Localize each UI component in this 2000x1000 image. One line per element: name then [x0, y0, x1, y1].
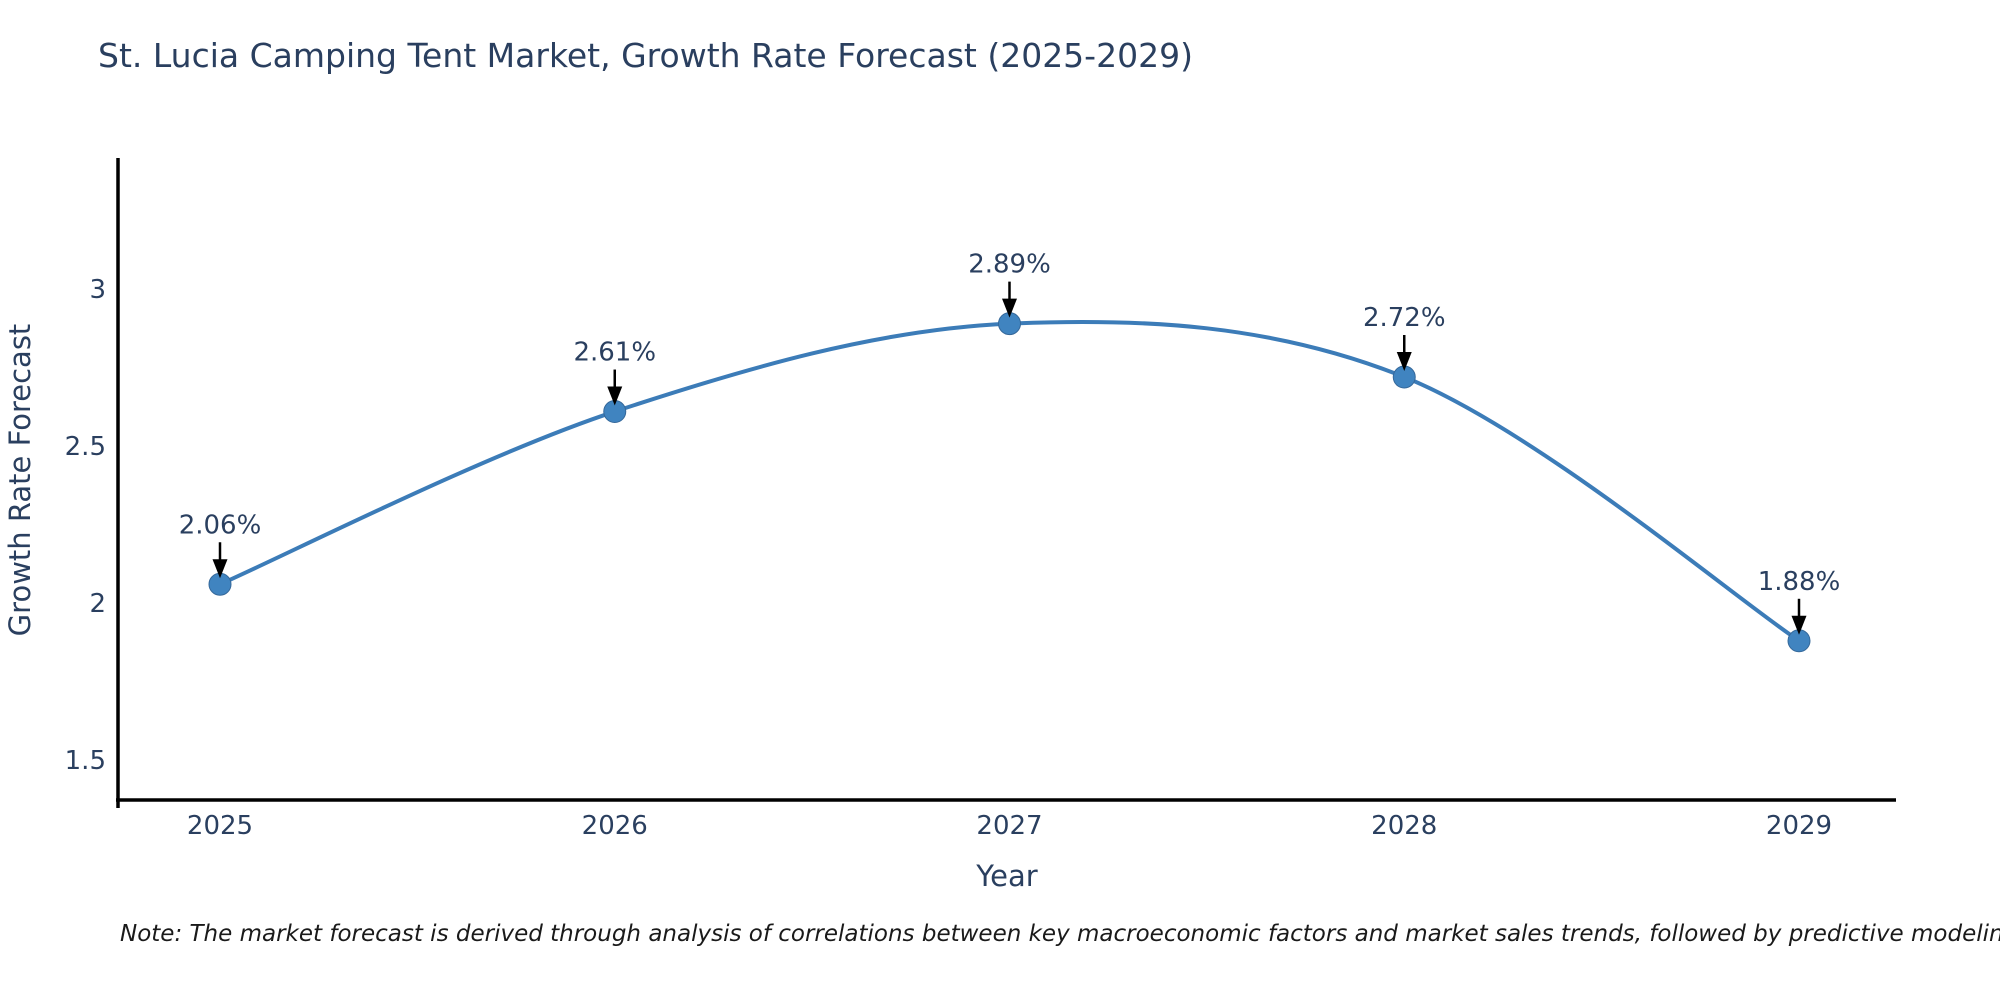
y-tick-labels: 1.5 2 2.5 3 [65, 275, 106, 776]
y-tick-2: 2 [89, 589, 106, 619]
x-tick-labels: 2025 2026 2027 2028 2029 [187, 811, 1832, 841]
x-axis-title: Year [975, 859, 1037, 893]
footnote: Note: The market forecast is derived thr… [120, 921, 2000, 947]
point-label-2028: 2.72% [1363, 303, 1446, 333]
annotation-arrowhead [1396, 351, 1412, 371]
y-tick-2.5: 2.5 [65, 432, 106, 462]
x-tick-2026: 2026 [582, 811, 648, 841]
annotation-arrowhead [1002, 298, 1017, 318]
point-annotations: 2.06% 2.61% 2.89% 2.72% 1.88% [179, 250, 1841, 635]
x-tick-2025: 2025 [187, 811, 253, 841]
y-tick-1.5: 1.5 [65, 746, 106, 776]
annotation-arrowhead [607, 386, 623, 406]
chart-title: St. Lucia Camping Tent Market, Growth Ra… [98, 36, 1193, 75]
point-label-2025: 2.06% [179, 510, 262, 540]
point-label-2029: 1.88% [1758, 567, 1841, 597]
x-tick-2028: 2028 [1371, 811, 1437, 841]
x-tick-2029: 2029 [1766, 811, 1832, 841]
x-tick-2027: 2027 [976, 811, 1042, 841]
y-tick-3: 3 [89, 275, 106, 305]
annotation-arrowhead [1791, 615, 1807, 635]
y-axis-title: Growth Rate Forecast [3, 324, 37, 637]
annotation-arrowhead [212, 559, 228, 579]
point-label-2027: 2.89% [968, 250, 1051, 280]
series-line [218, 319, 1801, 643]
data-point-markers [208, 312, 1811, 653]
point-label-2026: 2.61% [573, 338, 656, 368]
line-series [218, 319, 1801, 643]
